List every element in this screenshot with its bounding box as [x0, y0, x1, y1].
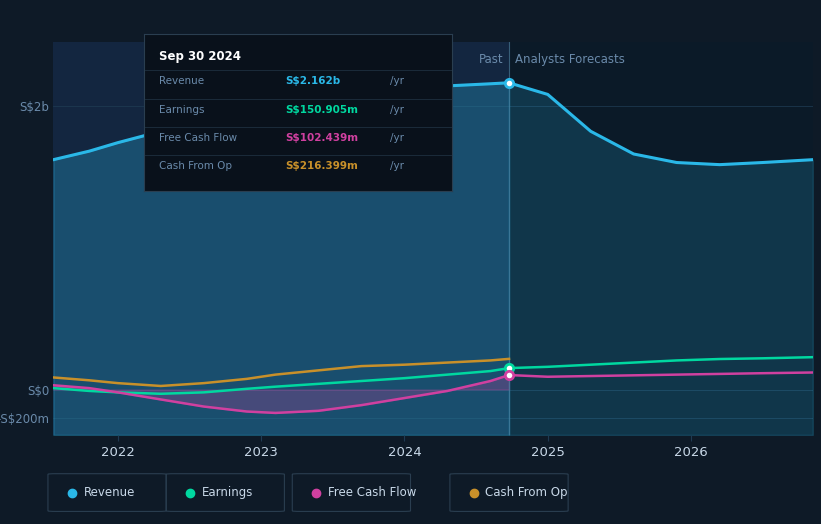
Text: Past: Past — [479, 53, 503, 66]
Text: Cash From Op: Cash From Op — [485, 486, 568, 499]
Text: /yr: /yr — [390, 104, 404, 115]
Text: Cash From Op: Cash From Op — [159, 161, 232, 171]
Text: /yr: /yr — [390, 76, 404, 86]
Text: Free Cash Flow: Free Cash Flow — [159, 133, 237, 143]
Text: Earnings: Earnings — [202, 486, 253, 499]
Text: S$102.439m: S$102.439m — [286, 133, 359, 143]
Text: S$2.162b: S$2.162b — [286, 76, 341, 86]
Text: S$150.905m: S$150.905m — [286, 104, 358, 115]
Text: Earnings: Earnings — [159, 104, 204, 115]
Text: /yr: /yr — [390, 133, 404, 143]
Text: /yr: /yr — [390, 161, 404, 171]
Bar — [509, 42, 813, 435]
Text: Free Cash Flow: Free Cash Flow — [328, 486, 416, 499]
Bar — [53, 42, 509, 435]
Text: Revenue: Revenue — [84, 486, 135, 499]
Text: S$216.399m: S$216.399m — [286, 161, 358, 171]
Text: Revenue: Revenue — [159, 76, 204, 86]
Text: Analysts Forecasts: Analysts Forecasts — [515, 53, 625, 66]
Text: Sep 30 2024: Sep 30 2024 — [159, 50, 241, 63]
